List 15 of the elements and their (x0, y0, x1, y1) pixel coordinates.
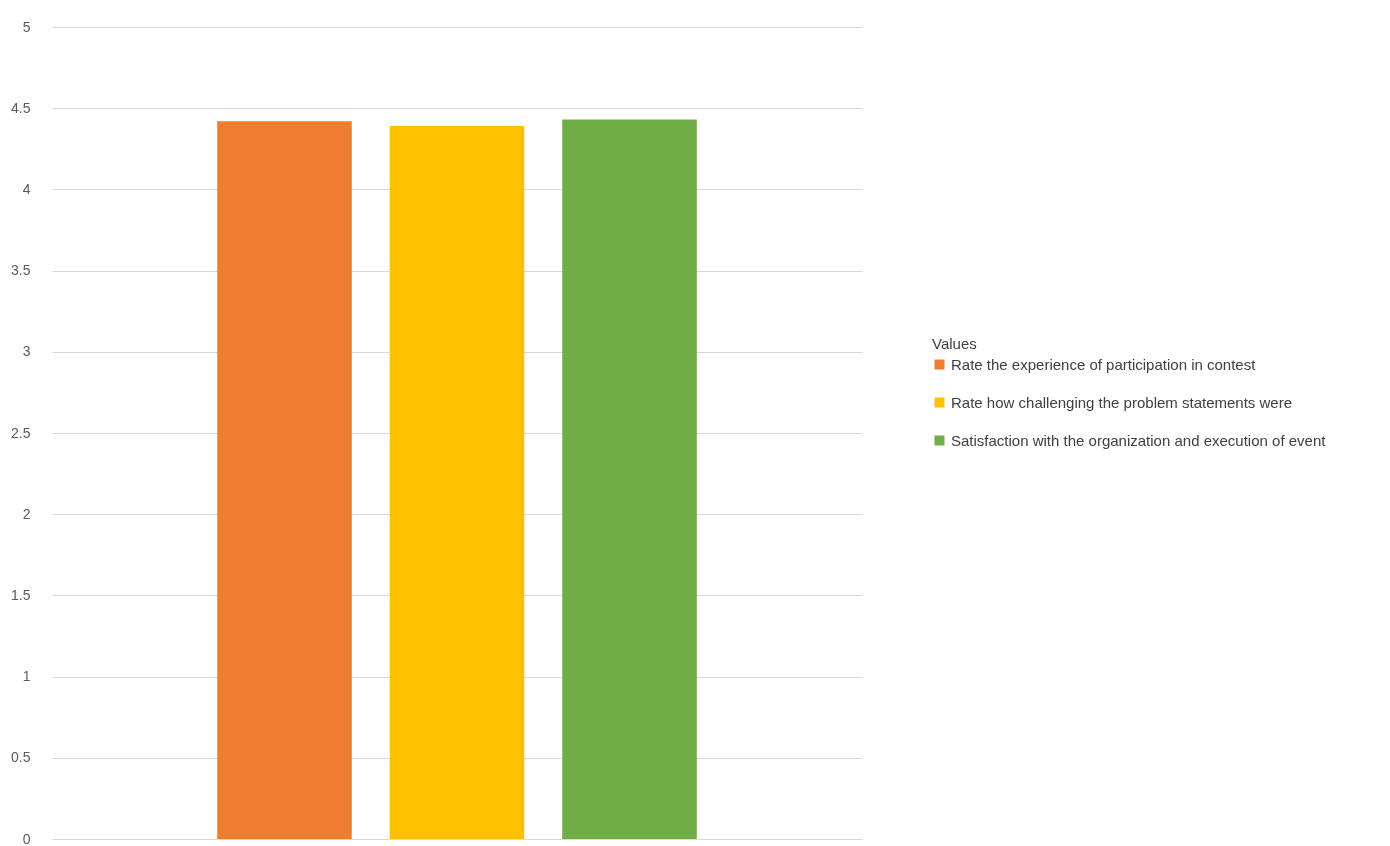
legend-label: Rate the experience of participation in contest (951, 355, 1257, 373)
y-tick-label: 3 (22, 343, 31, 360)
y-tick-label: 1.5 (11, 586, 31, 603)
y-tick-label: 2 (22, 505, 31, 522)
legend-label: Rate how challenging the problem statements were (951, 393, 1293, 411)
y-tick-label: 0.5 (11, 749, 31, 766)
y-tick-label: 2.5 (11, 424, 31, 441)
y-tick-label: 1 (22, 668, 31, 685)
y-tick-label: 5 (22, 18, 31, 35)
legend-title: Values (932, 335, 977, 352)
y-tick-label: 4.5 (11, 99, 31, 116)
y-tick-label: 3.5 (11, 262, 31, 279)
y-tick-label: 0 (22, 830, 31, 846)
legend-label: Satisfaction with the organization and execution of event (951, 431, 1327, 449)
y-tick-label: 4 (22, 180, 31, 197)
